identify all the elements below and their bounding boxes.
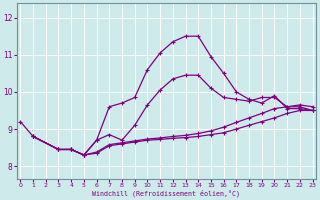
X-axis label: Windchill (Refroidissement éolien,°C): Windchill (Refroidissement éolien,°C)	[92, 190, 240, 197]
